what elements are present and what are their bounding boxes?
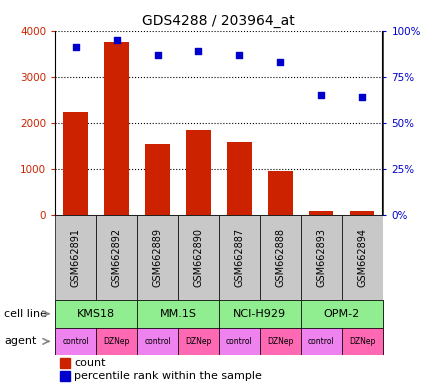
Bar bbox=[186, 130, 211, 215]
Bar bbox=[60, 371, 70, 381]
Text: MM.1S: MM.1S bbox=[159, 309, 196, 319]
Point bbox=[113, 37, 120, 43]
Bar bbox=[227, 142, 252, 215]
Text: control: control bbox=[144, 337, 171, 346]
Bar bbox=[60, 358, 70, 368]
Bar bbox=[55, 300, 137, 328]
Text: count: count bbox=[74, 358, 106, 368]
Bar bbox=[55, 300, 382, 328]
Bar bbox=[137, 328, 178, 355]
Bar bbox=[63, 111, 88, 215]
Text: KMS18: KMS18 bbox=[77, 309, 115, 319]
Text: control: control bbox=[62, 337, 89, 346]
Text: GSM662888: GSM662888 bbox=[275, 228, 285, 287]
Bar bbox=[178, 215, 219, 300]
Text: GSM662891: GSM662891 bbox=[71, 228, 81, 287]
Point bbox=[359, 94, 366, 100]
Text: GSM662892: GSM662892 bbox=[112, 228, 122, 287]
Bar bbox=[104, 42, 129, 215]
Text: GSM662893: GSM662893 bbox=[316, 228, 326, 287]
Text: DZNep: DZNep bbox=[185, 337, 212, 346]
Title: GDS4288 / 203964_at: GDS4288 / 203964_at bbox=[142, 14, 295, 28]
Point bbox=[318, 92, 325, 98]
Bar bbox=[137, 300, 219, 328]
Text: control: control bbox=[226, 337, 253, 346]
Bar bbox=[342, 215, 383, 300]
Bar bbox=[309, 211, 333, 215]
Point bbox=[72, 44, 79, 50]
Text: agent: agent bbox=[4, 336, 37, 346]
Bar bbox=[55, 328, 96, 355]
Bar bbox=[219, 300, 300, 328]
Bar bbox=[178, 328, 219, 355]
Bar bbox=[342, 328, 383, 355]
Point bbox=[236, 52, 243, 58]
Bar bbox=[219, 215, 260, 300]
Text: DZNep: DZNep bbox=[103, 337, 130, 346]
Text: GSM662889: GSM662889 bbox=[153, 228, 162, 287]
Bar bbox=[260, 328, 301, 355]
Bar bbox=[300, 328, 342, 355]
Bar bbox=[300, 300, 382, 328]
Text: GSM662887: GSM662887 bbox=[234, 228, 244, 287]
Bar bbox=[350, 211, 374, 215]
Text: percentile rank within the sample: percentile rank within the sample bbox=[74, 371, 262, 381]
Text: NCI-H929: NCI-H929 bbox=[233, 309, 286, 319]
Bar bbox=[96, 328, 137, 355]
Bar bbox=[300, 215, 342, 300]
Text: GSM662894: GSM662894 bbox=[357, 228, 367, 287]
Point bbox=[154, 52, 161, 58]
Text: GSM662890: GSM662890 bbox=[193, 228, 204, 287]
Point bbox=[195, 48, 202, 54]
Text: DZNep: DZNep bbox=[267, 337, 293, 346]
Bar bbox=[268, 170, 292, 215]
Bar bbox=[137, 215, 178, 300]
Text: OPM-2: OPM-2 bbox=[323, 309, 360, 319]
Point bbox=[277, 59, 283, 65]
Text: DZNep: DZNep bbox=[349, 337, 375, 346]
Bar bbox=[55, 328, 382, 355]
Text: cell line: cell line bbox=[4, 309, 47, 319]
Bar bbox=[145, 144, 170, 215]
Bar bbox=[260, 215, 300, 300]
Bar bbox=[219, 328, 260, 355]
Bar bbox=[96, 215, 137, 300]
Bar bbox=[55, 215, 96, 300]
Text: control: control bbox=[308, 337, 334, 346]
